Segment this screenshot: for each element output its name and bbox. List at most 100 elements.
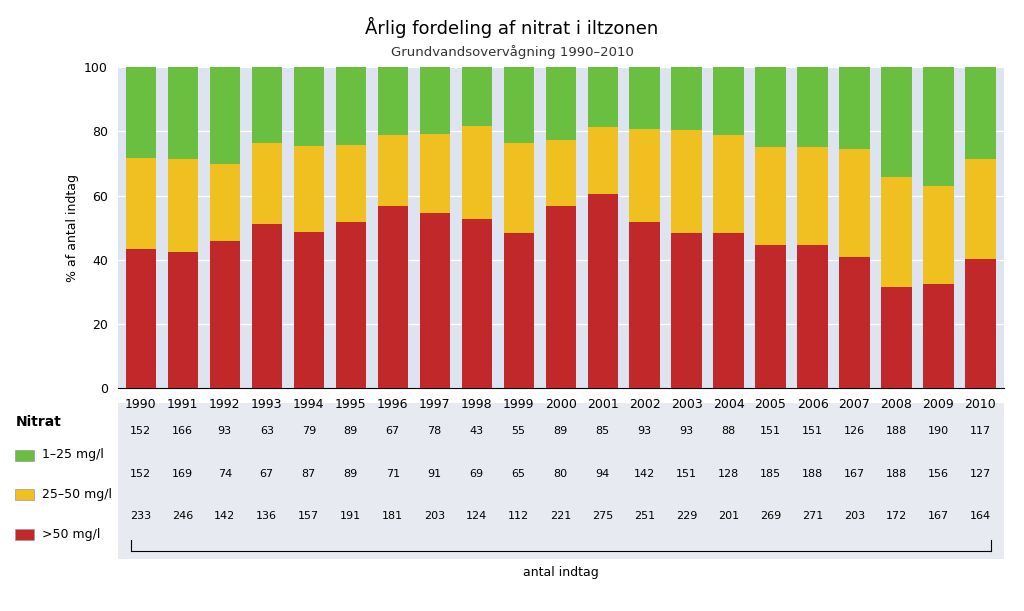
Text: 89: 89 [344, 469, 357, 478]
Text: 89: 89 [554, 426, 567, 436]
Text: 172: 172 [886, 511, 907, 521]
Text: 152: 152 [130, 426, 152, 436]
Text: 185: 185 [760, 469, 781, 478]
Bar [798, 147, 827, 246]
Bar [924, 67, 953, 186]
Bar [126, 67, 156, 158]
Text: 79: 79 [302, 426, 315, 436]
Bar [462, 219, 492, 388]
Bar [924, 284, 953, 388]
Text: 88: 88 [722, 426, 735, 436]
Text: 203: 203 [424, 511, 445, 521]
Bar [882, 287, 911, 388]
Bar [168, 67, 198, 159]
Bar [714, 67, 743, 135]
Text: 87: 87 [302, 469, 315, 478]
Bar [630, 67, 659, 128]
Bar [168, 159, 198, 252]
Text: 191: 191 [340, 511, 361, 521]
Text: 67: 67 [386, 426, 399, 436]
Text: 271: 271 [802, 511, 823, 521]
Text: 221: 221 [550, 511, 571, 521]
Y-axis label: % af antal indtag: % af antal indtag [66, 174, 79, 282]
Bar [798, 246, 827, 388]
Bar [420, 134, 450, 213]
Bar [546, 141, 575, 207]
Text: 67: 67 [260, 469, 273, 478]
Bar [924, 186, 953, 284]
Text: 80: 80 [554, 469, 567, 478]
Text: 233: 233 [130, 511, 152, 521]
Bar [294, 67, 324, 145]
Text: 142: 142 [634, 469, 655, 478]
Text: 169: 169 [172, 469, 194, 478]
Text: 43: 43 [470, 426, 483, 436]
Text: 246: 246 [172, 511, 194, 521]
Bar [672, 130, 701, 233]
Bar [546, 207, 575, 388]
Bar [882, 67, 911, 177]
Bar [588, 67, 617, 127]
Text: 188: 188 [886, 469, 907, 478]
Text: 275: 275 [592, 511, 613, 521]
Text: 1–25 mg/l: 1–25 mg/l [42, 448, 103, 461]
Bar [294, 232, 324, 388]
Bar [840, 67, 869, 148]
Text: 91: 91 [428, 469, 441, 478]
Text: 93: 93 [218, 426, 231, 436]
Text: Grundvandsovervågning 1990–2010: Grundvandsovervågning 1990–2010 [390, 45, 634, 59]
Bar [714, 233, 743, 388]
Bar [210, 67, 240, 164]
Bar [168, 252, 198, 388]
Bar [420, 213, 450, 388]
Text: 156: 156 [928, 469, 949, 478]
Text: 203: 203 [844, 511, 865, 521]
Text: 229: 229 [676, 511, 697, 521]
Text: 188: 188 [802, 469, 823, 478]
Text: 167: 167 [928, 511, 949, 521]
Bar [966, 259, 995, 388]
Text: 166: 166 [172, 426, 194, 436]
Bar [672, 233, 701, 388]
Bar [378, 134, 408, 206]
Bar [336, 145, 366, 222]
Bar [336, 222, 366, 388]
Text: 188: 188 [886, 426, 907, 436]
Text: 127: 127 [970, 469, 991, 478]
Bar [714, 135, 743, 233]
Text: 63: 63 [260, 426, 273, 436]
Bar [462, 126, 492, 219]
Bar [126, 158, 156, 249]
Bar [882, 177, 911, 287]
Bar [756, 67, 785, 147]
Bar [546, 67, 575, 141]
Text: 78: 78 [428, 426, 441, 436]
Text: Nitrat: Nitrat [15, 415, 61, 430]
Text: 142: 142 [214, 511, 236, 521]
Text: 25–50 mg/l: 25–50 mg/l [42, 488, 112, 501]
Bar [672, 67, 701, 130]
Bar [756, 147, 785, 246]
Text: antal indtag: antal indtag [523, 566, 598, 579]
Bar [504, 67, 534, 143]
Bar [462, 67, 492, 126]
Text: 71: 71 [386, 469, 399, 478]
Bar [378, 67, 408, 134]
Text: 93: 93 [680, 426, 693, 436]
Text: 128: 128 [718, 469, 739, 478]
Text: 69: 69 [470, 469, 483, 478]
Text: Årlig fordeling af nitrat i iltzonen: Årlig fordeling af nitrat i iltzonen [366, 17, 658, 38]
Bar [798, 67, 827, 147]
Text: 65: 65 [512, 469, 525, 478]
Text: 94: 94 [596, 469, 609, 478]
Bar [840, 257, 869, 388]
Bar [252, 143, 282, 224]
Text: 112: 112 [508, 511, 529, 521]
Text: 157: 157 [298, 511, 319, 521]
Text: 251: 251 [634, 511, 655, 521]
Text: 151: 151 [676, 469, 697, 478]
Text: 152: 152 [130, 469, 152, 478]
Text: 151: 151 [802, 426, 823, 436]
Bar [630, 222, 659, 388]
Text: 151: 151 [760, 426, 781, 436]
